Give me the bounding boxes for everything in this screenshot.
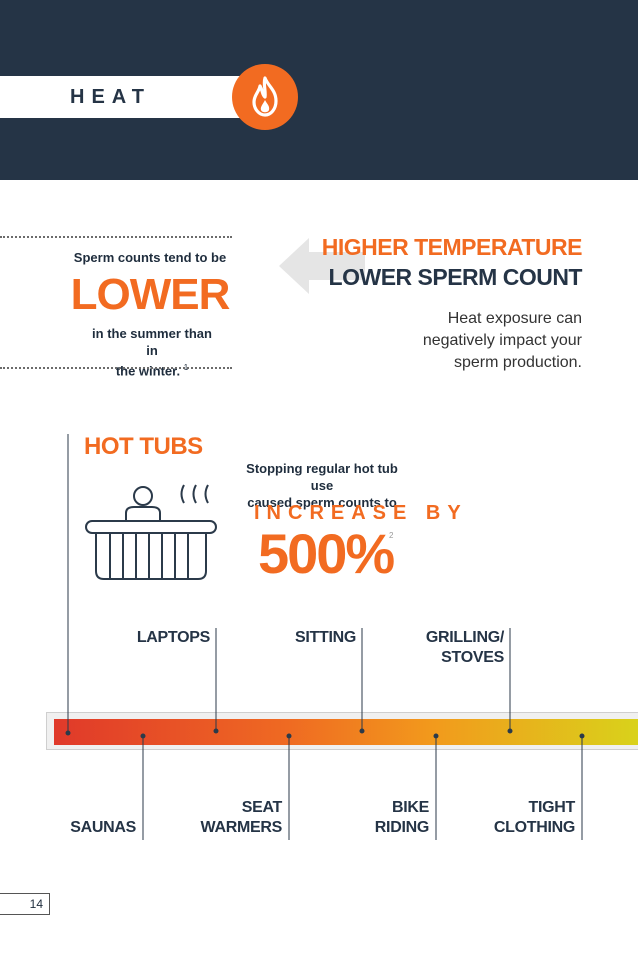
tight-clothing-label-line1: TIGHT [528, 799, 576, 816]
timeline-label-laptops: LAPTOPS [110, 628, 210, 648]
hot-tub-stat-text: Stopping regular hot tub use caused sper… [236, 460, 408, 511]
timeline-label-seat-warmers: SEAT WARMERS [182, 798, 283, 838]
heat-exposure-line1: Heat exposure can [447, 310, 582, 327]
lower-outro-text: in the summer than in the winter. 1 [92, 325, 212, 379]
lower-outro-line1: in the summer than in [92, 326, 212, 358]
saunas-label: SAUNAS [70, 819, 136, 836]
lower-outro-line2: the winter. 1 [92, 359, 212, 379]
five-hundred-percent: 500% [258, 522, 395, 585]
bike-riding-label-line2: RIDING [374, 819, 430, 836]
lower-intro-text: Sperm counts tend to be [73, 250, 227, 265]
timeline-label-saunas: SAUNAS [36, 818, 136, 838]
page-number: 14 [0, 893, 50, 915]
grilling-label-line2: STOVES [441, 649, 504, 666]
dotted-divider-top [0, 236, 232, 238]
heat-exposure-line3: sperm production. [453, 354, 582, 371]
hot-tub-stat-line1: Stopping regular hot tub use [246, 461, 398, 493]
dotted-divider-bottom [0, 367, 232, 369]
timeline-label-tight-clothing: TIGHT CLOTHING [475, 798, 575, 838]
flame-badge [232, 64, 298, 130]
seat-warmers-label-line2: WARMERS [200, 819, 283, 836]
timeline-label-grilling: GRILLING/ STOVES [404, 628, 504, 668]
section-label: HEAT [70, 86, 151, 108]
footnote-ref-2: 2 [389, 531, 394, 540]
flame-icon [252, 76, 278, 117]
bike-riding-label-line1: BIKE [391, 799, 429, 816]
lower-sperm-count-heading: LOWER SPERM COUNT [328, 264, 583, 290]
heat-scale-bar [54, 719, 638, 745]
tight-clothing-label-line2: CLOTHING [493, 819, 575, 836]
timeline-label-bike-riding: BIKE RIDING [329, 798, 430, 838]
higher-temperature-heading: HIGHER TEMPERATURE [321, 234, 583, 260]
heat-exposure-line2: negatively impact your [422, 332, 582, 349]
grilling-label-line1: GRILLING/ [425, 629, 504, 646]
hot-tub-stat-line2: caused sperm counts to [247, 495, 397, 510]
laptops-label: LAPTOPS [136, 629, 210, 646]
hot-tubs-heading: HOT TUBS [84, 433, 203, 460]
heat-exposure-text: Heat exposure can negatively impact your… [362, 308, 582, 374]
hot-tub-icon [85, 484, 217, 580]
lower-outro-line2-text: the winter. [115, 363, 181, 379]
seat-warmers-label-line1: SEAT [241, 799, 283, 816]
increase-by-text: INCREASE BY [254, 502, 468, 524]
timeline-label-sitting: SITTING [256, 628, 356, 648]
left-arrow-icon [279, 238, 365, 294]
lower-headline: LOWER [70, 270, 231, 319]
section-tab [0, 76, 262, 118]
sitting-label: SITTING [294, 629, 356, 646]
